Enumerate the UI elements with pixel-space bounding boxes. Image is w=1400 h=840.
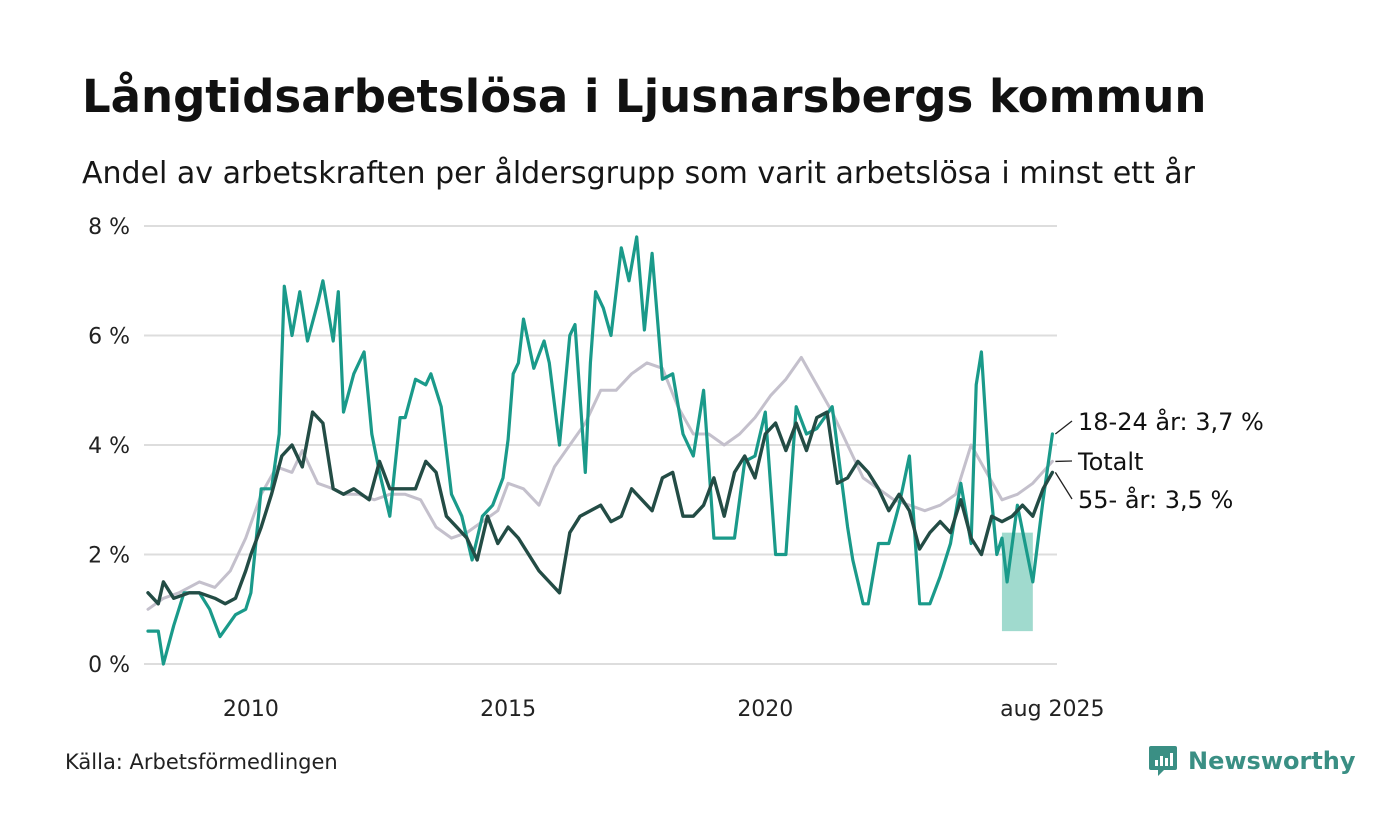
series-line-old	[146, 410, 1055, 606]
chart-subtitle: Andel av arbetskraften per åldersgrupp s…	[82, 156, 1195, 191]
x-tick-label: 2015	[480, 697, 536, 722]
series-lines	[146, 235, 1055, 666]
end-label-young: 18-24 år: 3,7 %	[1078, 407, 1264, 436]
grid-lines	[144, 225, 1057, 665]
x-tick-label: 2020	[737, 697, 793, 722]
brand-name: Newsworthy	[1188, 747, 1356, 775]
y-axis-ticks: 0 % 2 % 4 % 6 % 8 %	[88, 215, 130, 678]
x-tick-label: 2010	[223, 697, 279, 722]
x-axis-ticks: 2010 2015 2020 aug 2025	[223, 697, 1105, 722]
x-tick-label: aug 2025	[1000, 697, 1104, 722]
y-tick-label: 4 %	[88, 434, 130, 459]
end-label-total: Totalt	[1077, 448, 1143, 476]
leader-line-old	[1054, 472, 1073, 500]
source-note: Källa: Arbetsförmedlingen	[65, 750, 338, 774]
chart-title: Långtidsarbetslösa i Ljusnarsbergs kommu…	[82, 70, 1207, 123]
y-tick-label: 2 %	[88, 544, 130, 569]
leader-line-young	[1054, 420, 1073, 435]
y-tick-label: 0 %	[88, 653, 130, 678]
end-labels: 18-24 år: 3,7 % Totalt 55- år: 3,5 %	[1054, 407, 1264, 514]
brand-logo[interactable]: Newsworthy	[1148, 744, 1356, 778]
y-tick-label: 6 %	[88, 325, 130, 350]
newsworthy-logo-icon	[1149, 746, 1177, 776]
end-label-old: 55- år: 3,5 %	[1078, 485, 1233, 514]
y-tick-label: 8 %	[88, 215, 130, 240]
series-line-young	[146, 235, 1055, 666]
